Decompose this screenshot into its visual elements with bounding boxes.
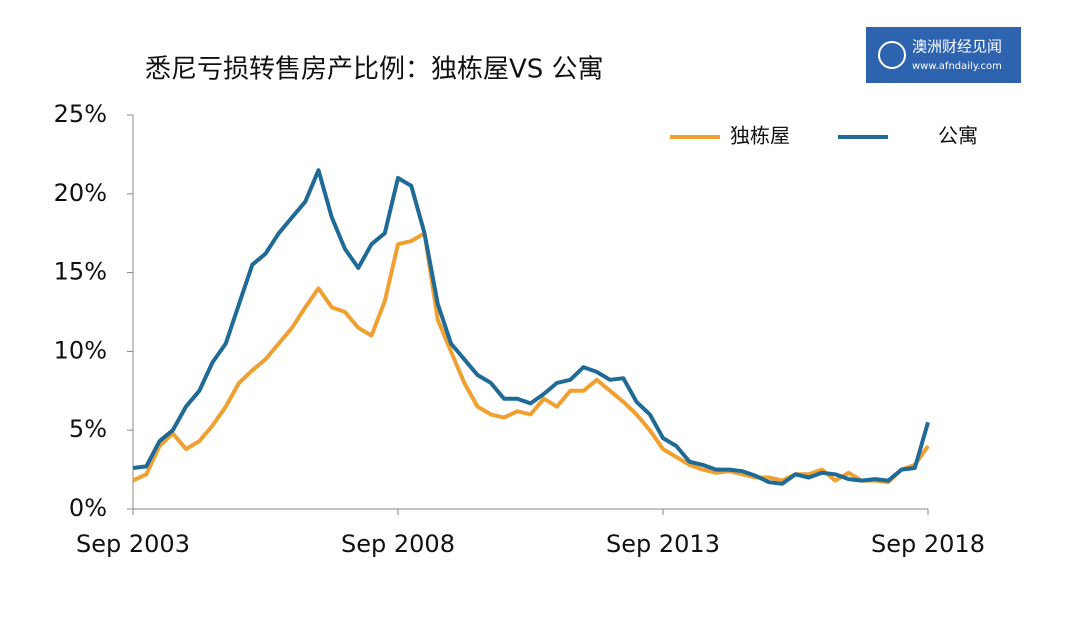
y-tick-label: 0% [69,494,107,522]
legend-label: 公寓 [938,124,978,148]
y-tick-label: 25% [54,100,107,128]
series-line [132,168,930,486]
x-tick-label: Sep 2003 [76,530,190,558]
y-tick-label: 10% [54,336,107,364]
logo-name: 澳洲财经见闻 [912,38,1002,56]
legend-label: 独栋屋 [730,124,790,148]
logo-url: www.afndaily.com [912,61,1002,72]
x-tick-label: Sep 2008 [341,530,455,558]
x-tick-label: Sep 2013 [606,530,720,558]
chart-title: 悉尼亏损转售房产比例：独栋屋VS 公寓 [145,55,604,85]
y-tick-label: 5% [69,415,107,443]
x-tick-label: Sep 2018 [871,530,985,558]
logo-icon [878,41,906,69]
logo-box [866,27,1021,83]
y-tick-label: 15% [54,258,107,286]
y-tick-label: 20% [54,179,107,207]
